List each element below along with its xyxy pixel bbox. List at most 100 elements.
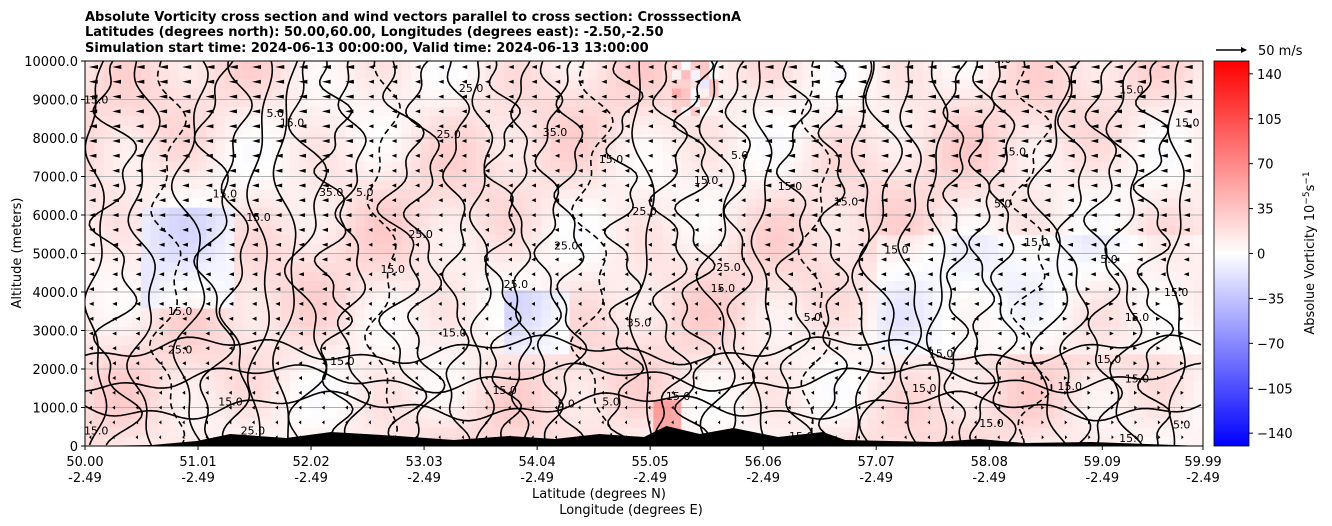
field-cell: [1072, 207, 1083, 218]
field-cell: [765, 216, 776, 227]
field-cell: [802, 253, 813, 264]
field-cell: [1156, 180, 1167, 190]
field-cell: [616, 226, 626, 236]
field-cell: [383, 372, 394, 383]
field-cell: [252, 79, 263, 90]
field-cell: [289, 106, 300, 117]
field-cell: [373, 354, 384, 365]
field-cell: [252, 207, 263, 218]
field-cell: [951, 262, 962, 273]
field-cell: [1016, 97, 1027, 108]
field-cell: [932, 226, 943, 236]
field-cell: [234, 97, 244, 108]
field-cell: [103, 400, 114, 410]
field-cell: [476, 262, 487, 273]
field-cell: [783, 427, 794, 438]
field-cell: [317, 336, 328, 346]
field-cell: [420, 372, 431, 383]
field-cell: [280, 171, 291, 181]
field-cell: [569, 143, 580, 154]
field-cell: [485, 317, 496, 328]
field-cell: [466, 400, 477, 410]
field-cell: [308, 381, 319, 392]
field-cell: [178, 207, 189, 218]
field-cell: [727, 161, 738, 172]
field-cell: [914, 299, 925, 310]
field-cell: [998, 125, 1008, 135]
field-cell: [289, 97, 300, 108]
field-cell: [988, 345, 999, 355]
field-cell: [532, 299, 543, 310]
field-cell: [848, 61, 859, 71]
field-cell: [662, 106, 673, 117]
field-cell: [690, 253, 701, 264]
field-cell: [634, 262, 645, 273]
field-cell: [373, 418, 384, 429]
field-cell: [401, 97, 412, 108]
field-cell: [699, 189, 710, 200]
field-cell: [522, 226, 533, 236]
field-cell: [159, 235, 170, 245]
field-cell: [168, 427, 179, 438]
field-cell: [252, 271, 263, 282]
field-cell: [1053, 180, 1064, 190]
field-cell: [821, 152, 831, 163]
field-cell: [448, 418, 459, 429]
field-cell: [336, 226, 347, 236]
field-cell: [709, 235, 720, 245]
field-cell: [634, 143, 645, 154]
field-cell: [262, 143, 272, 154]
field-cell: [867, 381, 878, 392]
field-cell: [1081, 180, 1092, 190]
field-cell: [998, 381, 1008, 392]
field-cell: [466, 326, 477, 337]
field-cell: [886, 336, 897, 346]
field-cell: [839, 88, 850, 99]
field-cell: [485, 171, 496, 181]
field-cell: [1025, 235, 1036, 245]
field-cell: [709, 299, 720, 310]
field-cell: [345, 427, 356, 438]
field-cell: [140, 427, 151, 438]
field-cell: [895, 290, 906, 300]
field-cell: [392, 271, 403, 282]
field-cell: [904, 253, 915, 264]
field-cell: [690, 189, 701, 200]
field-cell: [262, 97, 272, 108]
field-cell: [690, 125, 701, 135]
field-cell: [1109, 308, 1120, 319]
field-cell: [317, 326, 328, 337]
field-cell: [1184, 116, 1195, 126]
field-cell: [308, 97, 319, 108]
field-cell: [709, 97, 720, 108]
field-cell: [94, 235, 105, 245]
field-cell: [122, 244, 133, 255]
field-cell: [848, 427, 859, 438]
field-cell: [746, 152, 757, 163]
field-cell: [653, 216, 664, 227]
field-cell: [355, 189, 366, 200]
field-cell: [690, 216, 701, 227]
field-cell: [709, 317, 720, 328]
field-cell: [876, 134, 887, 145]
field-cell: [1119, 308, 1130, 319]
field-cell: [345, 88, 356, 99]
field-cell: [839, 345, 850, 355]
field-cell: [942, 345, 953, 355]
field-cell: [327, 336, 338, 346]
field-cell: [457, 326, 468, 337]
field-cell: [690, 88, 701, 99]
field-cell: [1165, 308, 1176, 319]
field-cell: [411, 61, 421, 71]
field-cell: [662, 391, 673, 401]
field-cell: [746, 106, 757, 117]
field-cell: [1053, 326, 1064, 337]
field-cell: [383, 409, 394, 420]
field-cell: [522, 216, 533, 227]
field-cell: [848, 299, 859, 310]
field-cell: [634, 207, 645, 218]
field-cell: [597, 262, 608, 273]
field-cell: [224, 88, 235, 99]
field-cell: [252, 125, 263, 135]
field-cell: [243, 207, 254, 218]
